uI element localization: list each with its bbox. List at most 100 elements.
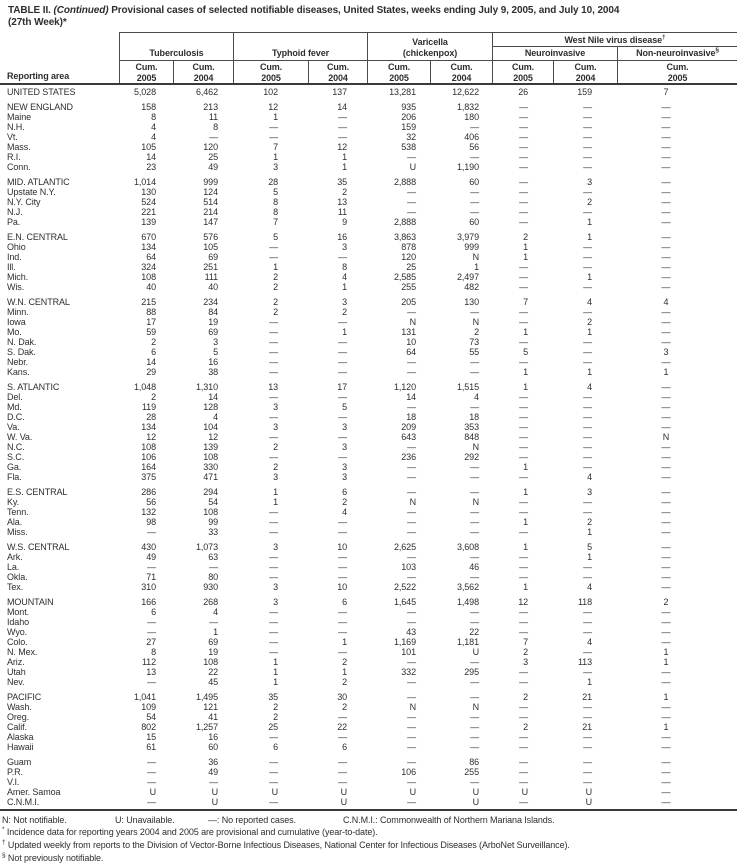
cell: — xyxy=(661,262,671,272)
cell: — xyxy=(661,142,671,152)
cell: — xyxy=(583,607,592,617)
cell: 8 xyxy=(273,197,278,207)
cell: 69 xyxy=(208,637,218,647)
table-row: E.S. CENTRAL 286 294 1 6 — — 1 3 — xyxy=(0,487,737,497)
row-label: N. Mex. xyxy=(7,647,38,657)
cell: 1,832 xyxy=(456,102,479,112)
cell: 63 xyxy=(208,552,218,562)
cell: — xyxy=(269,647,278,657)
cell: U xyxy=(211,787,219,797)
cell: — xyxy=(338,617,347,627)
footnote-symbol: * xyxy=(2,826,5,833)
cell: — xyxy=(407,367,416,377)
cell: — xyxy=(519,122,528,132)
cell: — xyxy=(519,677,528,687)
row-label: Fla. xyxy=(7,472,22,482)
cell: 56 xyxy=(469,142,479,152)
cell: 3 xyxy=(273,597,278,607)
cell: 1,310 xyxy=(195,382,218,392)
cell: 1 xyxy=(342,152,347,162)
row-label: Miss. xyxy=(7,527,28,537)
cell: — xyxy=(661,382,671,392)
cell: — xyxy=(661,527,671,537)
cell: 159 xyxy=(577,87,592,97)
cell: 6 xyxy=(342,742,347,752)
cell: — xyxy=(338,317,347,327)
table-row: Fla. 375 471 3 3 — — — 4 — xyxy=(0,472,737,482)
cell: 1,515 xyxy=(456,382,479,392)
cell: 108 xyxy=(203,507,218,517)
cell: 324 xyxy=(141,262,156,272)
cell: — xyxy=(661,217,671,227)
cell: 1,120 xyxy=(393,382,416,392)
cell: 848 xyxy=(464,432,479,442)
footnote: † Updated weekly from reports to the Div… xyxy=(2,839,570,850)
cell: — xyxy=(661,232,671,242)
cell: 2,625 xyxy=(393,542,416,552)
cell: 134 xyxy=(141,422,156,432)
table-row: MOUNTAIN 166 268 3 6 1,645 1,498 12 118 2 xyxy=(0,597,737,607)
cell: — xyxy=(407,197,416,207)
cell: 18 xyxy=(406,412,416,422)
cell: — xyxy=(583,712,592,722)
cell: — xyxy=(338,392,347,402)
cell: — xyxy=(470,572,479,582)
row-label: D.C. xyxy=(7,412,25,422)
cell: 80 xyxy=(208,572,218,582)
row-label: Iowa xyxy=(7,317,26,327)
cell: U xyxy=(409,162,417,172)
cell: 4 xyxy=(474,392,479,402)
cell: — xyxy=(269,327,278,337)
cell: — xyxy=(519,797,528,807)
table-row: W.N. CENTRAL 215 234 2 3 205 130 7 4 4 xyxy=(0,297,737,307)
cell: — xyxy=(470,657,479,667)
legend-item: —: No reported cases. xyxy=(208,815,296,825)
cell: — xyxy=(407,527,416,537)
cell: 105 xyxy=(203,242,218,252)
row-label: Md. xyxy=(7,402,22,412)
cell: — xyxy=(269,637,278,647)
column-subgroup-non-neuroinvasive: Non-neuroinvasive§ xyxy=(617,47,737,60)
cell: — xyxy=(470,712,479,722)
cell: — xyxy=(407,207,416,217)
row-label: Wyo. xyxy=(7,627,28,637)
cell: — xyxy=(583,667,592,677)
cell: 3 xyxy=(342,297,347,307)
cell: 576 xyxy=(203,232,218,242)
cell: 5,028 xyxy=(133,87,156,97)
cell: — xyxy=(470,187,479,197)
cell: — xyxy=(583,402,592,412)
cell: 54 xyxy=(146,712,156,722)
cell: — xyxy=(661,742,671,752)
row-label: Kans. xyxy=(7,367,30,377)
cell: 1 xyxy=(342,637,347,647)
cell: N xyxy=(409,497,417,507)
table-row: Conn. 23 49 3 1 U 1,190 — — — xyxy=(0,162,737,172)
cell: 35 xyxy=(337,177,347,187)
cell: 2 xyxy=(273,702,278,712)
cell: 61 xyxy=(146,742,156,752)
cell: — xyxy=(583,777,592,787)
row-label: S. ATLANTIC xyxy=(7,382,60,392)
table-row: S.C. 106 108 — — 236 292 — — — xyxy=(0,452,737,462)
cell: 1 xyxy=(213,627,218,637)
cell: — xyxy=(519,112,528,122)
cell: N xyxy=(409,317,417,327)
cell: 33 xyxy=(208,527,218,537)
legend-item: N: Not notifiable. xyxy=(2,815,67,825)
cell: — xyxy=(269,392,278,402)
cell: — xyxy=(470,357,479,367)
table-row: N. Mex. 8 19 — — 101 U 2 — 1 xyxy=(0,647,737,657)
cell: 12 xyxy=(518,597,528,607)
cell: 98 xyxy=(146,517,156,527)
cell: — xyxy=(661,327,671,337)
cell: — xyxy=(519,442,528,452)
cell: 10 xyxy=(337,542,347,552)
cell: 3 xyxy=(213,337,218,347)
table-row: La. — — — — 103 46 — — — xyxy=(0,562,737,572)
cell: — xyxy=(269,452,278,462)
cell: 1 xyxy=(474,262,479,272)
table-row: S. ATLANTIC 1,048 1,310 13 17 1,120 1,515 1 4 — xyxy=(0,382,737,392)
row-label: Hawaii xyxy=(7,742,34,752)
row-label: Del. xyxy=(7,392,23,402)
